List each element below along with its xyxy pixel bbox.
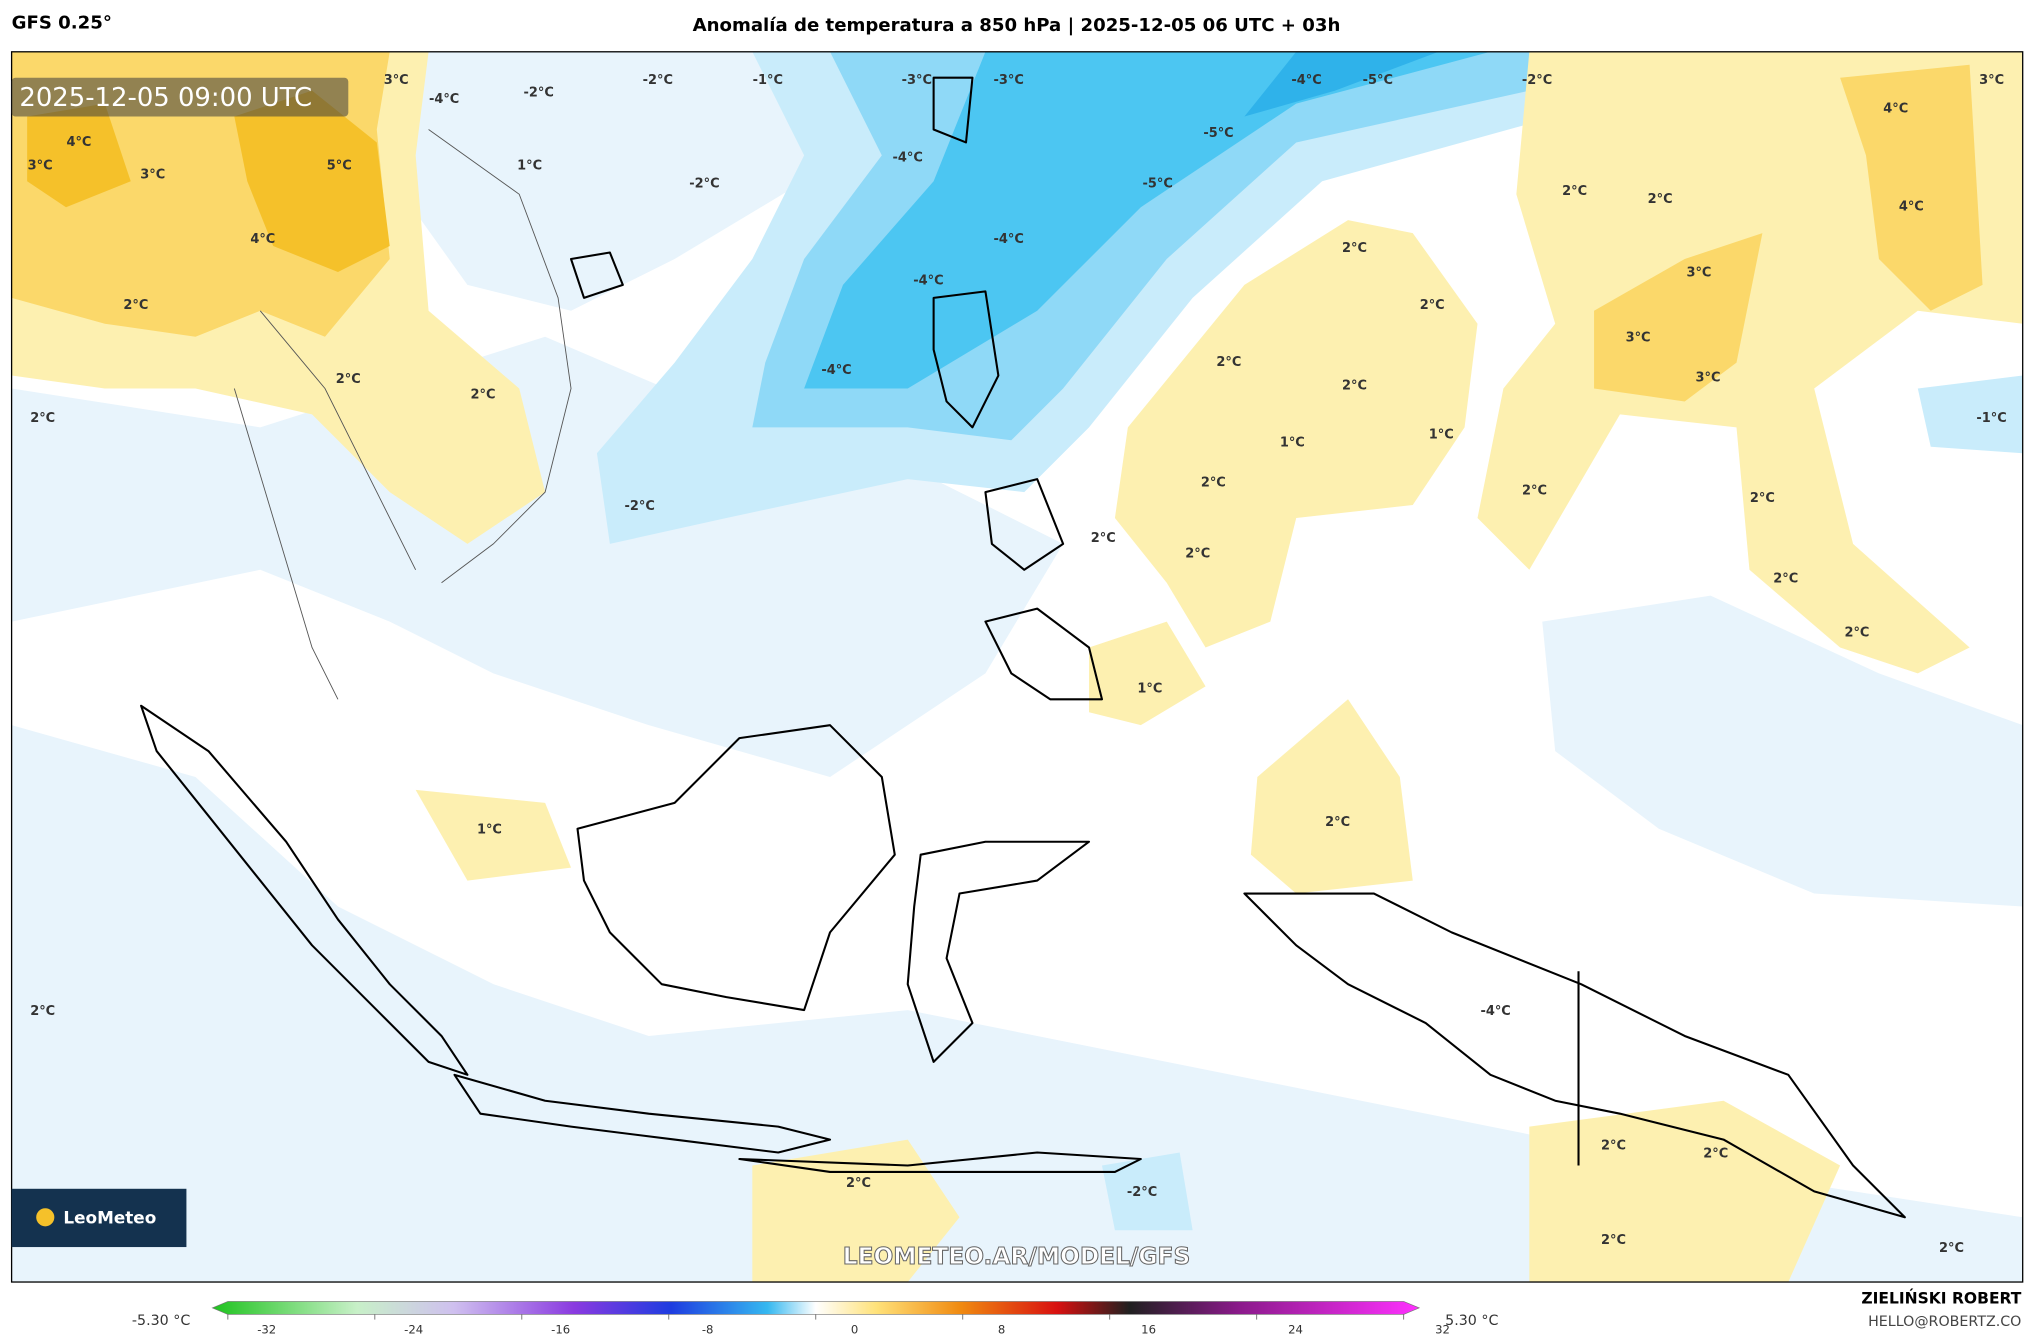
contour-label: 2°C: [336, 372, 361, 387]
contour-label: 2°C: [1342, 378, 1367, 393]
logo-sun: [36, 1208, 55, 1227]
contour-label: 2°C: [846, 1176, 871, 1191]
timestamp: 2025-12-05 09:00 UTC: [19, 83, 312, 113]
contour-label: 2°C: [1773, 571, 1798, 586]
contour-label: 2°C: [1601, 1233, 1626, 1248]
contour-label: 2°C: [1844, 626, 1869, 641]
colorbar-tick-label: 8: [998, 1322, 1005, 1336]
contour-label: 2°C: [1703, 1146, 1728, 1161]
colorbar-max-label: 5.30 °C: [1445, 1313, 1498, 1329]
contour-label: 2°C: [1420, 298, 1445, 313]
contour-label: 2°C: [1185, 547, 1210, 562]
footer-email: HELLO@ROBERTZ.CO: [1868, 1314, 2021, 1330]
contour-label: -4°C: [913, 274, 943, 289]
colorbar-tick-label: 24: [1288, 1322, 1303, 1336]
contour-label: 1°C: [517, 158, 542, 173]
colorbar-min-label: -5.30 °C: [132, 1313, 190, 1329]
contour-label: 3°C: [1626, 330, 1651, 345]
contour-label: 3°C: [28, 158, 53, 173]
contour-label: -3°C: [902, 73, 932, 88]
colorbar-tick-label: -16: [551, 1322, 570, 1336]
footer-author: ZIELIŃSKI ROBERT: [1861, 1288, 2021, 1307]
contour-label: 2°C: [1216, 355, 1241, 370]
contour-label: 1°C: [1280, 435, 1305, 450]
contour-label: 2°C: [30, 411, 55, 426]
map-field: [11, 51, 2023, 1283]
contour-label: -4°C: [1291, 73, 1321, 88]
contour-label: 2°C: [123, 298, 148, 313]
contour-label: 2°C: [1750, 491, 1775, 506]
contour-label: 1°C: [1429, 428, 1454, 443]
colorbar-tick-label: -24: [404, 1322, 423, 1336]
contour-label: 2°C: [1522, 483, 1547, 498]
contour-label: 4°C: [1899, 200, 1924, 215]
contour-label: 3°C: [1696, 371, 1721, 386]
contour-label: 2°C: [1648, 192, 1673, 207]
contour-label: 3°C: [1979, 73, 2004, 88]
contour-label: -2°C: [624, 499, 654, 514]
colorbar-tick-label: 0: [851, 1322, 858, 1336]
colorbar-tick-label: 32: [1435, 1322, 1450, 1336]
contour-label: -1°C: [1976, 411, 2006, 426]
contour-label: 2°C: [470, 387, 495, 402]
contour-label: 2°C: [1325, 815, 1350, 830]
watermark: LEOMETEO.AR/MODEL/GFS: [843, 1243, 1191, 1270]
contour-label: 2°C: [1601, 1139, 1626, 1154]
contour-label: 3°C: [1686, 266, 1711, 281]
contour-label: -4°C: [893, 150, 923, 165]
colorbar-tick-label: 16: [1141, 1322, 1156, 1336]
colorbar-ticks: -32 -24 -16 -8 0 8 16 24 32: [227, 1314, 1450, 1336]
map-title: Anomalía de temperatura a 850 hPa | 2025…: [693, 15, 1341, 36]
contour-label: -4°C: [429, 92, 459, 107]
contour-label: -5°C: [1363, 73, 1393, 88]
contour-label: 4°C: [66, 135, 91, 150]
contour-labels: 3°C -4°C -2°C -2°C -1°C -3°C -3°C -4°C -5°C -2°C 3…: [28, 73, 2007, 1256]
contour-label: 2°C: [1091, 531, 1116, 546]
contour-label: 3°C: [384, 73, 409, 88]
contour-label: 2°C: [1342, 241, 1367, 256]
contour-label: 1°C: [1137, 681, 1162, 696]
contour-label: -5°C: [1142, 176, 1172, 191]
contour-label: -5°C: [1203, 126, 1233, 141]
contour-label: 2°C: [1201, 476, 1226, 491]
timestamp-box: [11, 77, 349, 117]
colorbar-tick-label: -32: [257, 1322, 276, 1336]
contour-label: 4°C: [1883, 101, 1908, 116]
contour-label: 4°C: [250, 232, 275, 247]
contour-label: 1°C: [477, 823, 502, 838]
contour-label: -2°C: [523, 86, 553, 101]
map-frame: [10, 51, 2024, 1283]
logo-text: LeoMeteo: [63, 1208, 156, 1228]
colorbar: [211, 1301, 1421, 1315]
colorbar-tick-label: -8: [702, 1322, 714, 1336]
contour-label: 2°C: [30, 1004, 55, 1019]
contour-label: -2°C: [1127, 1185, 1157, 1200]
contour-label: -1°C: [753, 73, 783, 88]
contour-label: 2°C: [1562, 184, 1587, 199]
contour-label: -2°C: [1522, 73, 1552, 88]
contour-label: 3°C: [140, 167, 165, 182]
contour-label: -4°C: [821, 363, 851, 378]
contour-label: -2°C: [689, 176, 719, 191]
contour-label: -4°C: [994, 232, 1024, 247]
contour-label: -3°C: [994, 73, 1024, 88]
contour-label: -2°C: [643, 73, 673, 88]
contour-label: 5°C: [327, 158, 352, 173]
model-label: GFS 0.25°: [12, 12, 112, 33]
contour-label: 2°C: [1939, 1241, 1964, 1256]
contour-label: -4°C: [1480, 1004, 1510, 1019]
